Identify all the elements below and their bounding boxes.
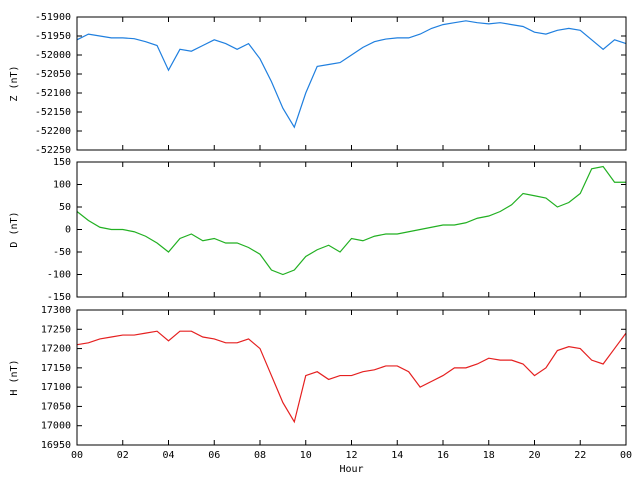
- data-line: [76, 165, 626, 276]
- y-tick-label: 150: [53, 157, 71, 168]
- plot-frame: [76, 161, 627, 298]
- plot-frame: [76, 309, 627, 446]
- data-line: [76, 20, 627, 129]
- y-tick-label: -52250: [35, 145, 71, 156]
- y-tick-label: -52150: [35, 107, 71, 118]
- y-tick-label: -52000: [35, 50, 71, 61]
- y-tick-label: -100: [47, 270, 71, 281]
- x-tick-label: 02: [117, 450, 129, 461]
- x-tick-label: 08: [254, 450, 266, 461]
- x-tick-label: 18: [483, 450, 495, 461]
- x-tick-label: 22: [574, 450, 586, 461]
- y-axis-label: H (nT): [9, 359, 20, 395]
- y-tick-label: -51950: [35, 31, 71, 42]
- y-axis-label: Z (nT): [9, 65, 20, 101]
- y-tick-label: -150: [47, 292, 71, 303]
- y-tick-label: 0: [65, 225, 71, 236]
- y-tick-label: 17000: [41, 421, 71, 432]
- x-tick-label: 04: [162, 450, 174, 461]
- y-tick-label: -51900: [35, 12, 71, 23]
- x-tick-label: 12: [345, 450, 357, 461]
- x-tick-label: 10: [300, 450, 312, 461]
- data-line: [76, 330, 627, 424]
- y-tick-label: -52050: [35, 69, 71, 80]
- y-tick-label: 100: [53, 180, 71, 191]
- y-tick-label: 17100: [41, 382, 71, 393]
- plot-frame: [76, 16, 627, 151]
- x-tick-label: 20: [528, 450, 540, 461]
- y-tick-label: -52200: [35, 126, 71, 137]
- y-tick-label: -50: [53, 247, 71, 258]
- x-tick-label: 00: [71, 450, 83, 461]
- y-tick-label: 17250: [41, 324, 71, 335]
- x-axis-label: Hour: [339, 464, 363, 475]
- x-tick-label: 06: [208, 450, 220, 461]
- y-tick-label: 16950: [41, 440, 71, 451]
- y-tick-label: -52100: [35, 88, 71, 99]
- x-tick-label: 16: [437, 450, 449, 461]
- y-tick-label: 17150: [41, 363, 71, 374]
- y-axis-label: D (nT): [9, 211, 20, 247]
- y-tick-label: 50: [59, 202, 71, 213]
- y-tick-label: 17300: [41, 305, 71, 316]
- x-tick-label: 14: [391, 450, 403, 461]
- y-tick-label: 17050: [41, 401, 71, 412]
- x-tick-label: 00: [620, 450, 632, 461]
- y-tick-label: 17200: [41, 344, 71, 355]
